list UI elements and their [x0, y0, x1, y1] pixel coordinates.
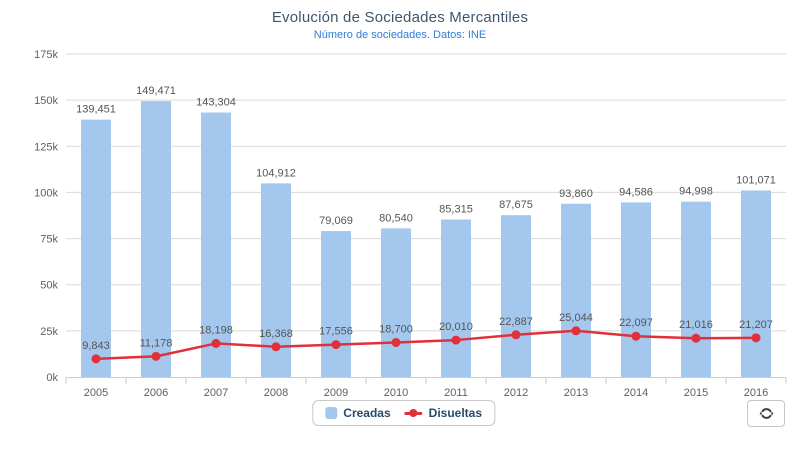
bar-creadas-2006[interactable] [141, 101, 171, 378]
y-axis-label: 150k [34, 95, 58, 107]
y-axis-label: 125k [34, 141, 58, 153]
x-axis-label: 2015 [684, 387, 708, 399]
marker-disueltas-2013[interactable] [571, 326, 581, 336]
y-axis-label: 0k [46, 372, 58, 384]
marker-disueltas-2015[interactable] [691, 333, 701, 343]
line-value-label: 16,368 [259, 328, 293, 340]
marker-disueltas-2007[interactable] [211, 338, 221, 348]
bar-value-label: 79,069 [319, 215, 353, 227]
line-disueltas [95, 329, 757, 361]
marker-disueltas-2014[interactable] [631, 331, 641, 341]
x-axis-label: 2014 [624, 387, 648, 399]
marker-disueltas-2006[interactable] [151, 351, 161, 361]
line-value-label: 22,887 [499, 316, 533, 328]
chart-title: Evolución de Sociedades Mercantiles [271, 9, 529, 26]
bar-value-label: 94,998 [679, 186, 713, 198]
marker-disueltas-2016[interactable] [751, 333, 761, 343]
bar-creadas-2012[interactable] [501, 215, 531, 377]
legend-item-creadas[interactable]: Creadas [325, 406, 391, 420]
x-axis-label: 2005 [84, 387, 108, 399]
bar-value-label: 93,860 [559, 188, 593, 200]
line-value-label: 17,556 [319, 326, 353, 338]
line-value-label: 21,207 [739, 319, 773, 331]
bar-creadas-2009[interactable] [321, 231, 351, 377]
bar-creadas-2005[interactable] [81, 119, 111, 378]
x-axis-label: 2016 [744, 387, 768, 399]
legend-label-creadas: Creadas [343, 406, 391, 420]
legend-label-disueltas: Disueltas [428, 406, 483, 420]
refresh-icon [759, 408, 773, 419]
bar-creadas-2016[interactable] [741, 190, 771, 377]
x-axis-label: 2011 [444, 387, 468, 399]
disueltas-swatch-icon [404, 407, 423, 419]
bar-creadas-2007[interactable] [201, 112, 231, 377]
bar-value-label: 104,912 [256, 167, 296, 179]
bar-value-label: 87,675 [499, 199, 533, 211]
marker-disueltas-2005[interactable] [91, 354, 101, 364]
bar-creadas-2010[interactable] [381, 228, 411, 377]
y-axis-label: 25k [40, 326, 58, 338]
line-value-label: 18,198 [199, 324, 233, 336]
bar-creadas-2014[interactable] [621, 202, 651, 377]
marker-disueltas-2011[interactable] [451, 335, 461, 345]
bar-value-label: 149,471 [136, 85, 176, 97]
x-axis-label: 2008 [264, 387, 288, 399]
bar-creadas-2015[interactable] [681, 201, 711, 377]
line-value-label: 21,016 [679, 319, 713, 331]
line-value-label: 25,044 [559, 312, 593, 324]
x-axis-label: 2007 [204, 387, 228, 399]
chart-subtitle: Número de sociedades. Datos: INE [313, 29, 487, 41]
x-axis-label: 2006 [144, 387, 168, 399]
x-axis-label: 2010 [384, 387, 408, 399]
bar-value-label: 101,071 [736, 174, 776, 186]
y-axis-label: 100k [34, 187, 58, 199]
bar-value-label: 80,540 [379, 212, 413, 224]
bar-value-label: 139,451 [76, 104, 116, 116]
bar-value-label: 94,586 [619, 186, 653, 198]
chart-legend: Creadas Disueltas [312, 400, 496, 426]
y-axis-label: 50k [40, 280, 58, 292]
x-axis-label: 2013 [564, 387, 588, 399]
x-axis-label: 2009 [324, 387, 348, 399]
bar-value-label: 85,315 [439, 204, 473, 216]
bar-creadas-2013[interactable] [561, 203, 591, 377]
line-value-label: 22,097 [619, 317, 653, 329]
creadas-swatch-icon [325, 407, 338, 419]
line-value-label: 11,178 [140, 337, 173, 349]
legend-item-disueltas[interactable]: Disueltas [404, 406, 483, 420]
marker-disueltas-2008[interactable] [271, 342, 281, 352]
y-axis-label: 175k [34, 49, 58, 61]
y-axis-label: 75k [40, 234, 58, 246]
bar-value-label: 143,304 [196, 97, 236, 109]
marker-disueltas-2012[interactable] [511, 330, 521, 340]
marker-disueltas-2010[interactable] [391, 337, 401, 347]
refresh-button[interactable] [747, 400, 785, 427]
line-value-label: 9,843 [82, 340, 110, 352]
bar-creadas-2011[interactable] [441, 219, 471, 377]
line-value-label: 20,010 [439, 321, 473, 333]
x-axis-label: 2012 [504, 387, 528, 399]
line-value-label: 18,700 [379, 323, 413, 335]
marker-disueltas-2009[interactable] [331, 340, 341, 350]
